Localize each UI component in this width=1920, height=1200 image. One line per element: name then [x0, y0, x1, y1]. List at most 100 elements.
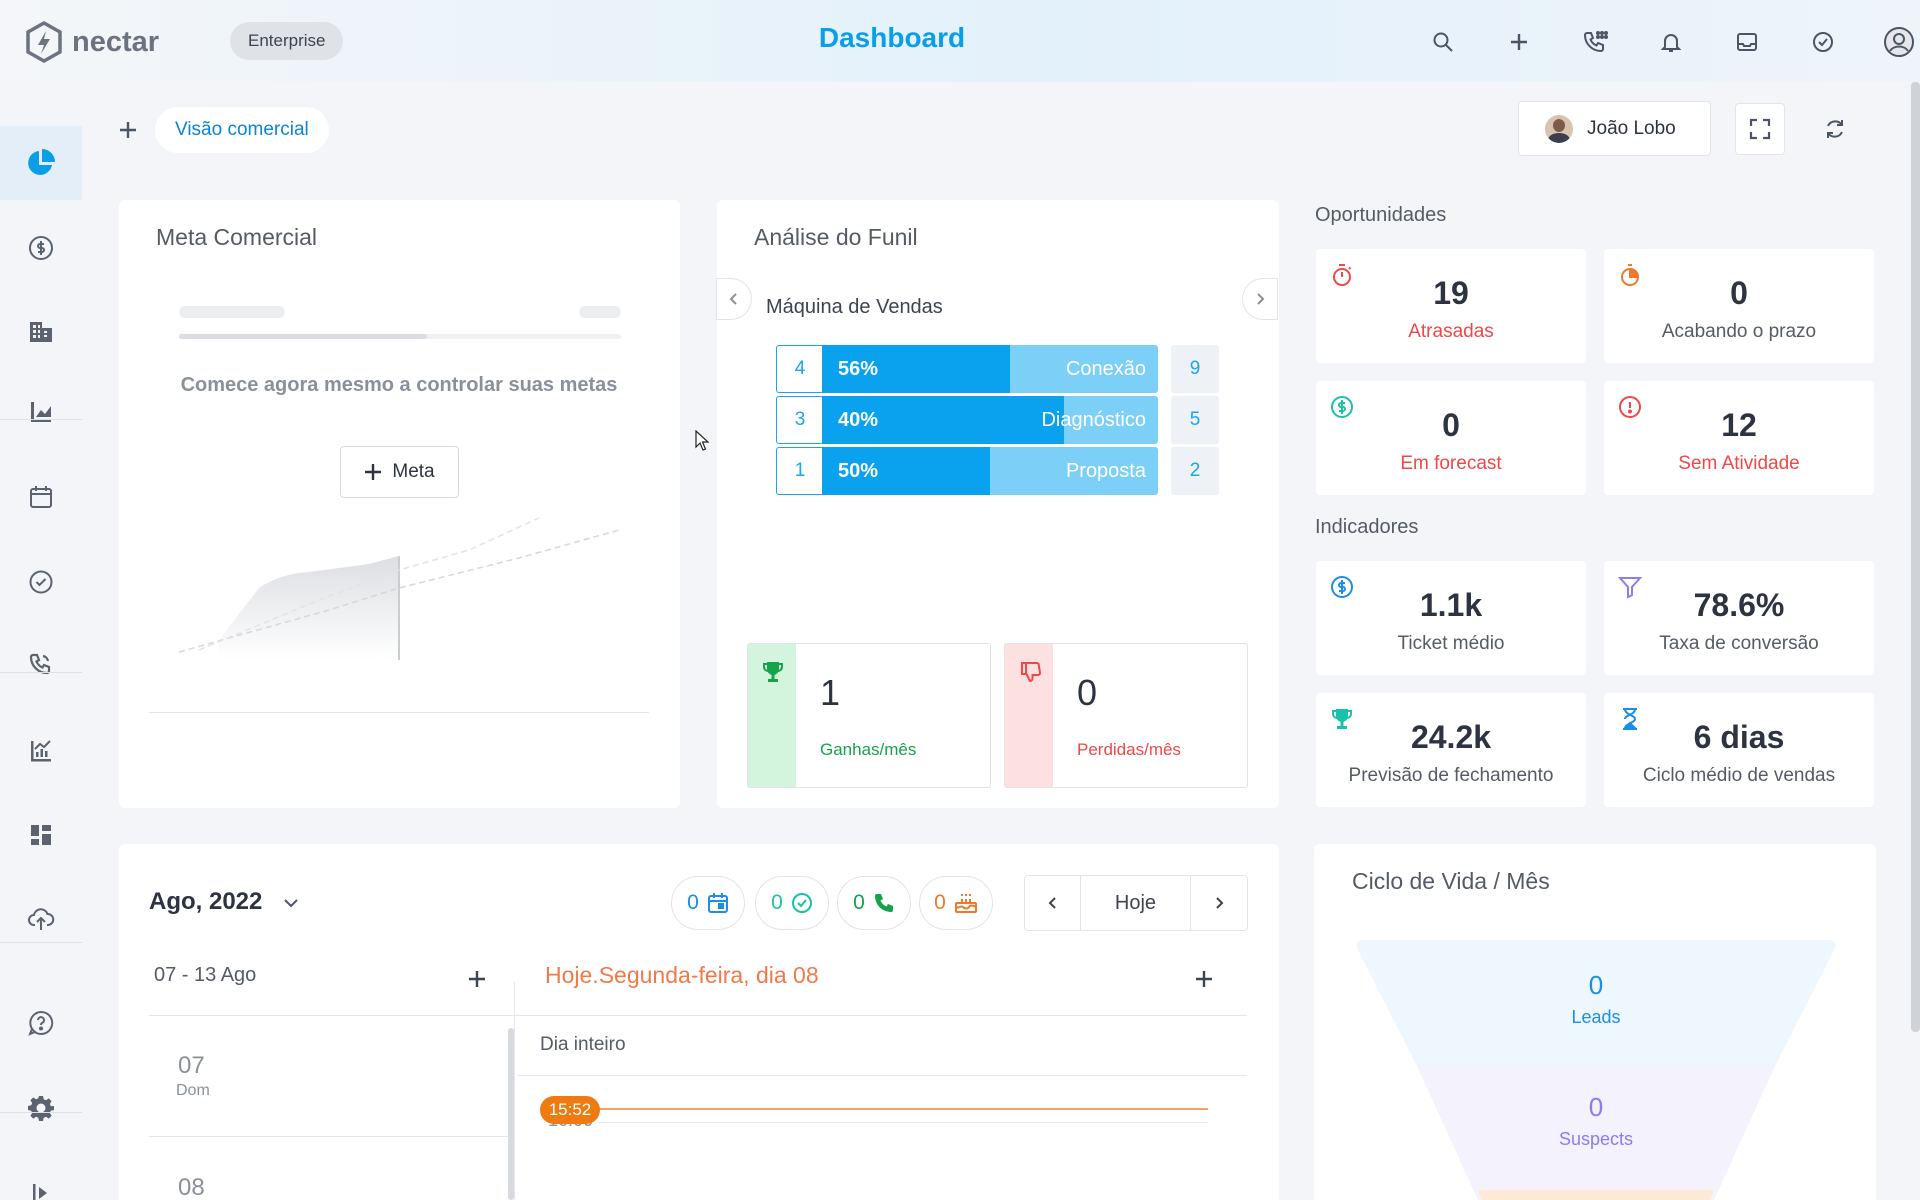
counter-calls[interactable]: 0 — [837, 876, 911, 930]
month-selector[interactable]: Ago, 2022 — [149, 888, 299, 916]
prev-week-button[interactable] — [1025, 876, 1081, 930]
alert-circle-icon — [1619, 396, 1641, 418]
sidebar-item-settings[interactable] — [0, 1071, 82, 1145]
stat-sem-atividade[interactable]: 12 Sem Atividade — [1604, 381, 1874, 495]
fullscreen-button[interactable] — [1735, 103, 1785, 155]
counter-birthdays[interactable]: 0 — [919, 876, 993, 930]
stat-label: Sem Atividade — [1678, 453, 1800, 474]
search-icon[interactable] — [1405, 22, 1481, 62]
add-day-event-button[interactable] — [1190, 965, 1218, 993]
stat-atrasadas[interactable]: 19 Atrasadas — [1316, 249, 1586, 363]
kpi-previsao-fechamento[interactable]: 24.2k Previsão de fechamento — [1316, 693, 1586, 807]
sidebar-item-companies[interactable] — [0, 294, 82, 368]
stage-label: Diagnóstico — [1041, 409, 1146, 431]
meta-placeholder-chart — [179, 517, 620, 660]
tab-visao-comercial[interactable]: Visão comercial — [155, 107, 329, 153]
plus-icon[interactable] — [1481, 22, 1557, 62]
counter-events[interactable]: 0 — [671, 876, 745, 930]
stat-acabando-prazo[interactable]: 0 Acabando o prazo — [1604, 249, 1874, 363]
kpi-value: 1.1k — [1419, 587, 1483, 623]
kpi-ciclo-medio[interactable]: 6 dias Ciclo médio de vendas — [1604, 693, 1874, 807]
mouse-cursor-icon — [695, 430, 709, 451]
funnel-icon — [1618, 577, 1642, 599]
month-label: Ago, 2022 — [149, 888, 263, 915]
sidebar-item-calendar[interactable] — [0, 460, 82, 534]
sidebar-item-help[interactable] — [0, 986, 82, 1060]
user-circle-icon[interactable] — [1861, 22, 1920, 62]
phone-dial-icon[interactable] — [1557, 22, 1633, 62]
pie-chart-icon — [28, 149, 55, 175]
check-circle-icon — [791, 893, 812, 913]
fullscreen-icon — [1749, 118, 1771, 140]
sidebar-item-import[interactable] — [0, 882, 82, 956]
chevron-right-icon — [1257, 293, 1265, 305]
stat-value: 19 — [1433, 275, 1469, 311]
bell-icon[interactable] — [1633, 22, 1709, 62]
funnel-stage-diagnostico[interactable]: 3 40% Diagnóstico 5 — [776, 396, 1220, 444]
inbox-icon[interactable] — [1709, 22, 1785, 62]
phone-icon — [29, 653, 51, 675]
today-button[interactable]: Hoje — [1081, 876, 1191, 930]
page-scrollbar[interactable] — [1911, 82, 1920, 1032]
chevron-left-icon — [1048, 897, 1056, 909]
prev-pipeline-button[interactable] — [716, 278, 752, 320]
sidebar-item-dashboard[interactable] — [0, 126, 82, 200]
meta-progress-track — [179, 334, 621, 339]
sidebar-item-tasks[interactable] — [0, 545, 82, 619]
funnel-stage-conexao[interactable]: 4 56% Conexão 9 — [776, 345, 1220, 393]
calendar-icon — [30, 486, 52, 508]
stat-label: Em forecast — [1400, 453, 1502, 474]
user-filter-button[interactable]: João Lobo — [1518, 101, 1711, 156]
help-icon — [28, 1010, 54, 1036]
refresh-button[interactable] — [1810, 103, 1860, 155]
sidebar-item-analytics[interactable] — [0, 714, 82, 788]
day-list-scrollbar[interactable] — [508, 1028, 514, 1200]
lifecycle-leads-value: 0 — [1588, 970, 1604, 1000]
lost-label: Perdidas/mês — [1077, 740, 1181, 759]
sidebar-item-reports[interactable] — [0, 375, 82, 449]
stage-bar-fill — [822, 447, 990, 495]
refresh-icon — [1827, 120, 1843, 138]
gear-icon — [28, 1096, 54, 1121]
logo[interactable]: nectar — [24, 20, 159, 64]
next-pipeline-button[interactable] — [1242, 278, 1278, 320]
stage-bar-fill — [822, 396, 1064, 444]
check-circle-icon[interactable] — [1785, 22, 1861, 62]
kpi-ticket-medio[interactable]: 1.1k Ticket médio — [1316, 561, 1586, 675]
indicadores-title: Indicadores — [1315, 516, 1419, 538]
hour-line — [598, 1122, 1208, 1123]
sidebar-item-calls[interactable] — [0, 628, 82, 702]
add-meta-button[interactable]: Meta — [340, 446, 459, 498]
sidebar-item-deals[interactable] — [0, 211, 82, 285]
lifecycle-leads-label: Leads — [1571, 1007, 1621, 1027]
kpi-label: Taxa de conversão — [1659, 633, 1819, 654]
stat-em-forecast[interactable]: 0 Em forecast — [1316, 381, 1586, 495]
meta-title: Meta Comercial — [156, 224, 318, 250]
day-number: 07 — [178, 1052, 205, 1079]
counter-tasks[interactable]: 0 — [755, 876, 829, 930]
lifecycle-funnel — [1356, 940, 1836, 1200]
next-week-button[interactable] — [1191, 876, 1247, 930]
add-week-event-button[interactable] — [463, 965, 491, 993]
dollar-icon — [29, 236, 53, 260]
chevron-left-icon — [729, 293, 737, 305]
meta-card: Meta Comercial Comece agora mesmo a cont… — [119, 200, 680, 808]
add-view-button[interactable] — [114, 114, 142, 146]
check-circle-icon — [29, 570, 53, 594]
sidebar-item-widgets[interactable] — [0, 798, 82, 872]
kpi-label: Ticket médio — [1397, 633, 1505, 654]
lost-deals-card[interactable]: 0 Perdidas/mês — [1004, 643, 1248, 788]
bar-chart-icon — [31, 402, 51, 422]
trophy-icon — [763, 662, 783, 682]
lost-side — [1005, 644, 1053, 787]
divider — [149, 712, 649, 713]
oportunidades-title: Oportunidades — [1315, 204, 1447, 226]
funnel-stage-proposta[interactable]: 1 50% Proposta 2 — [776, 447, 1220, 495]
ciclo-title: Ciclo de Vida / Mês — [1352, 868, 1550, 894]
counter-value: 0 — [934, 891, 946, 914]
sidebar-collapse[interactable] — [0, 1156, 82, 1200]
stage-num: 3 — [776, 396, 824, 444]
kpi-taxa-conversao[interactable]: 78.6% Taxa de conversão — [1604, 561, 1874, 675]
plan-badge: Enterprise — [230, 22, 344, 60]
won-deals-card[interactable]: 1 Ganhas/mês — [747, 643, 991, 788]
